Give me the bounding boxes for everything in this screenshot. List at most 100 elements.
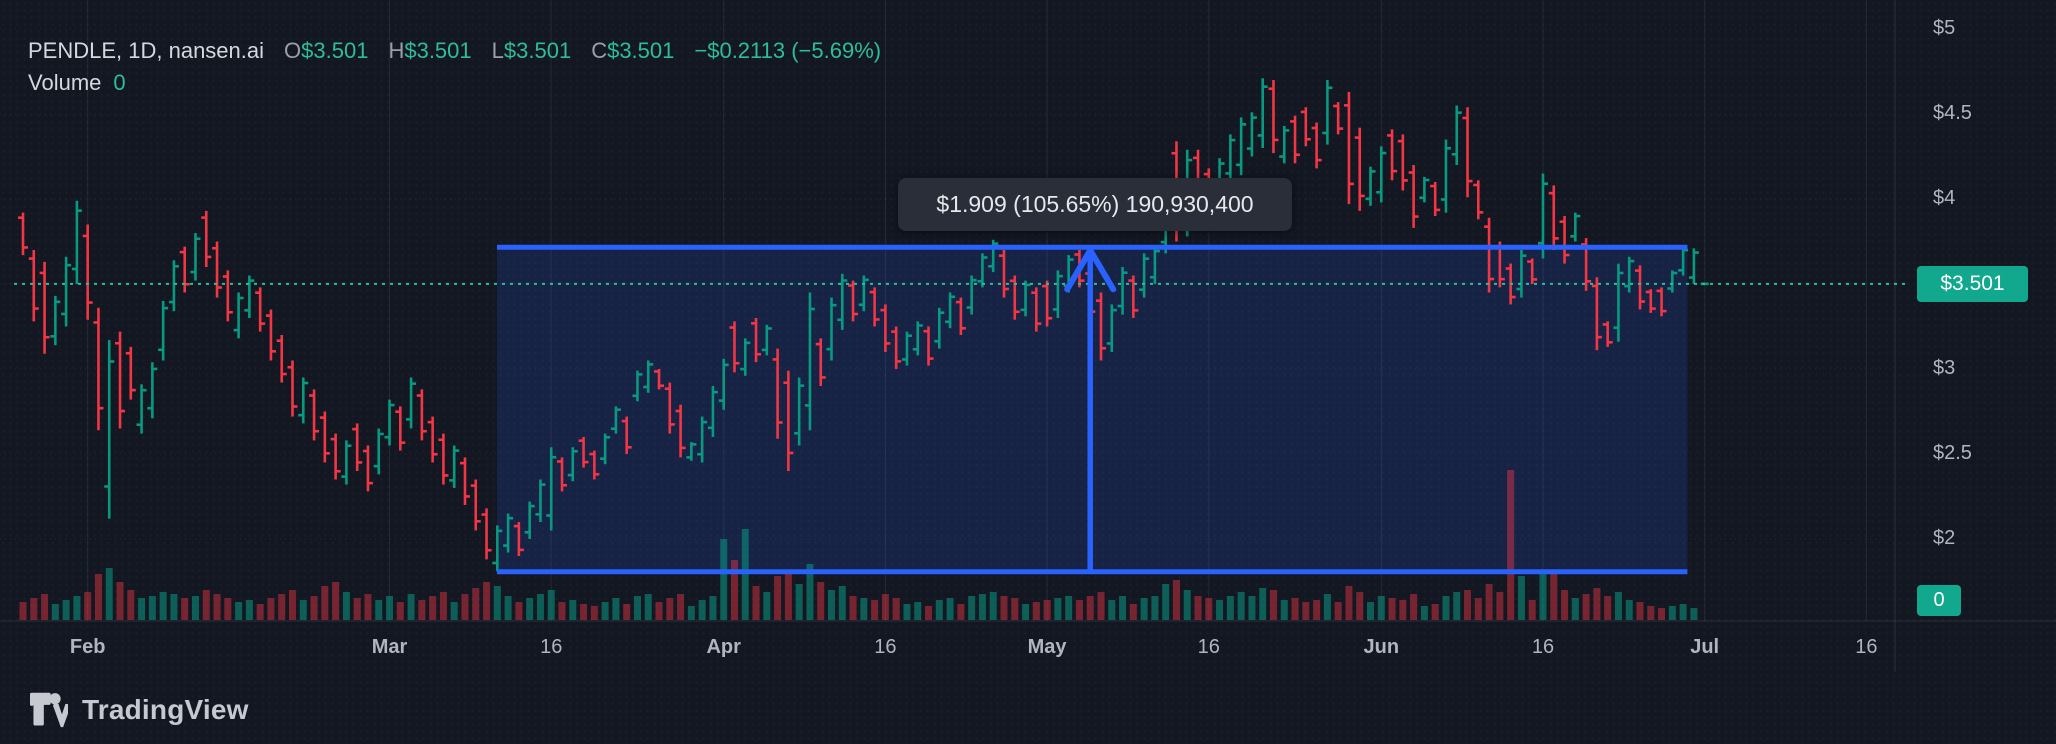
volume-bar xyxy=(1011,598,1019,620)
ohlc-bar xyxy=(1020,280,1031,317)
volume-bar xyxy=(310,596,318,620)
time-axis-label[interactable]: Jun xyxy=(1363,636,1400,658)
volume-bar xyxy=(1614,592,1622,620)
volume-bar xyxy=(1183,590,1191,620)
time-axis-label[interactable]: 16 xyxy=(1197,636,1220,658)
ohlc-bar xyxy=(880,304,891,352)
volume-bar xyxy=(914,602,922,620)
ohlc-bar xyxy=(589,450,600,480)
ohlc-bar xyxy=(1408,165,1419,228)
volume-bar xyxy=(806,564,814,620)
volume-bar xyxy=(364,594,372,620)
volume-bar xyxy=(536,594,544,620)
low-value: L$3.501 xyxy=(491,38,572,63)
symbol-legend[interactable]: PENDLE, 1D, nansen.ai O$3.501 H$3.501 L$… xyxy=(28,36,881,98)
tradingview-logo[interactable]: TradingView xyxy=(30,692,249,728)
ohlc-bar xyxy=(1139,253,1150,298)
time-axis-label[interactable]: Mar xyxy=(371,636,408,658)
ohlc-bar xyxy=(61,256,72,327)
volume-bar xyxy=(1356,592,1364,620)
time-axis-label[interactable]: May xyxy=(1027,636,1067,658)
ohlc-bar xyxy=(384,399,395,446)
volume-label[interactable]: Volume xyxy=(28,70,102,95)
time-axis-label[interactable]: Jul xyxy=(1690,636,1720,658)
ohlc-bar xyxy=(858,275,869,312)
volume-bar xyxy=(763,592,771,620)
ohlc-bar xyxy=(438,433,449,485)
time-axis-label[interactable]: Feb xyxy=(69,636,106,658)
volume-bar xyxy=(860,598,868,620)
volume-bar xyxy=(1593,588,1601,620)
volume-bar xyxy=(191,596,199,620)
ohlc-bar xyxy=(567,447,578,482)
volume-axis-badge: 0 xyxy=(1917,585,1961,616)
price-axis-label[interactable]: $3 xyxy=(1933,357,1956,379)
volume-bar xyxy=(1086,596,1094,620)
volume-bar xyxy=(774,576,782,620)
ohlc-bar xyxy=(998,250,1009,298)
volume-bar xyxy=(720,539,728,620)
volume-bar xyxy=(655,602,663,620)
ohlc-bar xyxy=(362,445,373,492)
volume-bar xyxy=(1377,596,1385,620)
ohlc-bar xyxy=(449,445,460,488)
ohlc-bar xyxy=(1613,263,1624,342)
ohlc-bar xyxy=(222,270,233,322)
ohlc-bar xyxy=(1667,270,1678,293)
ohlc-bar xyxy=(319,411,330,463)
volume-bar xyxy=(1119,596,1127,620)
volume-bar xyxy=(1442,596,1450,620)
volume-bar xyxy=(1237,592,1245,620)
time-axis-label[interactable]: 16 xyxy=(874,636,897,658)
volume-bar xyxy=(1464,590,1472,620)
price-axis-label[interactable]: $5 xyxy=(1933,17,1956,39)
time-axis-label[interactable]: 16 xyxy=(540,636,563,658)
ohlc-bar xyxy=(869,287,880,327)
price-axis-label[interactable]: $2.5 xyxy=(1933,442,1972,464)
volume-bar xyxy=(73,596,81,620)
price-axis-label[interactable]: $2 xyxy=(1933,527,1956,549)
volume-bar xyxy=(903,604,911,620)
volume-bar xyxy=(224,598,232,620)
volume-bar xyxy=(849,596,857,620)
volume-bar xyxy=(558,602,566,620)
volume-bar xyxy=(1043,600,1051,620)
price-axis-label[interactable]: $4.5 xyxy=(1933,102,1972,124)
volume-bar xyxy=(925,606,933,620)
price-axis-label[interactable]: $4 xyxy=(1933,187,1956,209)
ohlc-bar xyxy=(1678,246,1689,276)
volume-bar xyxy=(1636,602,1644,620)
time-axis-label[interactable]: 16 xyxy=(1531,636,1555,658)
ohlc-bar xyxy=(82,224,93,320)
ohlc-bar xyxy=(373,428,384,475)
volume-bar xyxy=(687,606,695,620)
volume-bar xyxy=(439,592,447,620)
volume-bar xyxy=(1022,604,1030,620)
volume-bar xyxy=(342,592,350,620)
last-price-badge: $3.501 xyxy=(1917,266,2028,302)
ohlc-bar xyxy=(654,369,665,390)
ohlc-bar xyxy=(557,457,567,492)
volume-bar xyxy=(170,594,178,620)
ohlc-bar xyxy=(115,331,126,429)
ohlc-bar xyxy=(147,362,158,419)
ohlc-bar xyxy=(158,301,169,361)
time-axis-label[interactable]: 16 xyxy=(1855,636,1878,658)
ohlc-bar xyxy=(1440,139,1451,213)
volume-bar xyxy=(871,600,879,620)
ohlc-bar xyxy=(535,479,546,522)
ohlc-bar xyxy=(826,297,837,361)
volume-bar xyxy=(1690,608,1698,620)
ohlc-bar xyxy=(503,513,514,553)
volume-bar xyxy=(1162,584,1170,620)
volume-bar xyxy=(418,600,426,620)
ohlc-bar xyxy=(125,346,136,400)
ohlc-bar xyxy=(39,261,50,354)
ohlc-bar xyxy=(1656,287,1667,317)
volume-bar xyxy=(795,584,803,620)
volume-bar xyxy=(892,598,900,620)
symbol-title[interactable]: PENDLE, 1D, nansen.ai xyxy=(28,38,265,63)
time-axis-label[interactable]: Apr xyxy=(706,636,741,658)
volume-bar xyxy=(353,598,361,620)
